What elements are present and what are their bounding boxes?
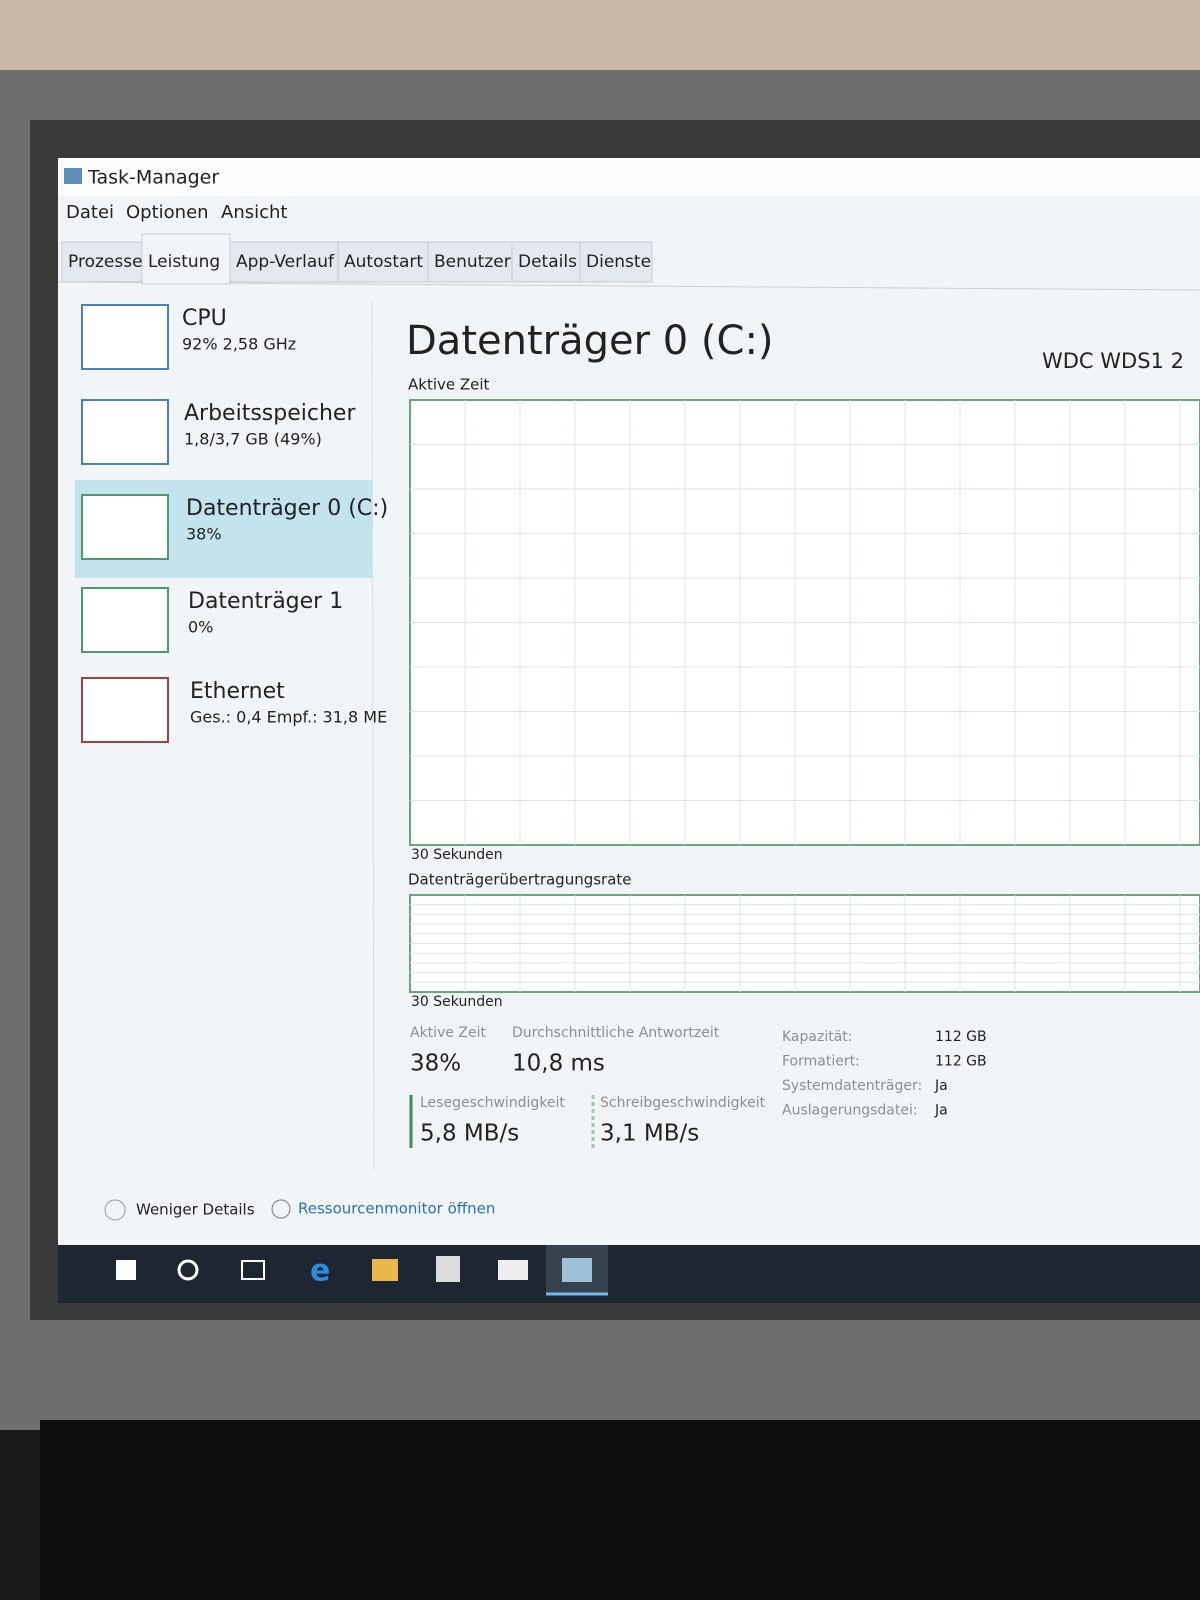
tab[interactable] bbox=[579, 241, 653, 283]
window-title: Task-Manager bbox=[87, 167, 219, 189]
tab-label[interactable]: Leistung bbox=[148, 252, 220, 272]
tab[interactable] bbox=[427, 241, 513, 283]
app-icon bbox=[64, 168, 82, 184]
device-detail[interactable]: 0% bbox=[188, 618, 213, 637]
device-name[interactable]: Arbeitsspeicher bbox=[184, 401, 356, 426]
stat-value: 10,8 ms bbox=[512, 1051, 605, 1077]
property-value: Ja bbox=[934, 1103, 948, 1119]
taskview-icon bbox=[241, 1260, 265, 1280]
tab-label[interactable]: Prozesse bbox=[68, 252, 143, 272]
time-label: 30 Sekunden bbox=[411, 847, 503, 863]
tab-label[interactable]: Benutzer bbox=[434, 252, 511, 272]
property-value: 112 GB bbox=[935, 1054, 987, 1070]
monitor-icon[interactable] bbox=[271, 1199, 291, 1219]
property-label: Auslagerungsdatei: bbox=[782, 1103, 918, 1119]
taskbar bbox=[58, 1245, 1200, 1303]
device-detail[interactable]: 38% bbox=[186, 525, 222, 544]
resource-monitor-link[interactable]: Ressourcenmonitor öffnen bbox=[298, 1200, 495, 1218]
thumbnail[interactable] bbox=[81, 587, 169, 653]
model: WDC WDS1 2 bbox=[1042, 349, 1184, 373]
device-name[interactable]: CPU bbox=[182, 306, 227, 331]
menu-item[interactable]: Datei bbox=[66, 202, 114, 223]
tab[interactable] bbox=[511, 241, 581, 283]
store-icon bbox=[436, 1256, 460, 1282]
mail-icon bbox=[498, 1260, 528, 1280]
menu-item[interactable]: Ansicht bbox=[221, 202, 287, 223]
property-value: 112 GB bbox=[935, 1029, 987, 1045]
main-title: Datenträger 0 (C:) bbox=[406, 318, 774, 364]
stat-label: Aktive Zeit bbox=[410, 1025, 487, 1041]
edge-icon: e bbox=[310, 1254, 330, 1289]
less-icon[interactable] bbox=[104, 1199, 126, 1221]
stat-value: 38% bbox=[410, 1051, 461, 1077]
taskmgr-icon bbox=[562, 1258, 592, 1282]
chart-label: Datenträgerübertragungsrate bbox=[408, 871, 632, 889]
property-label: Formatiert: bbox=[782, 1054, 860, 1070]
device-detail[interactable]: 92% 2,58 GHz bbox=[182, 335, 296, 354]
stat-value: 5,8 MB/s bbox=[420, 1121, 519, 1147]
tab-line bbox=[57, 281, 1200, 291]
menu-item[interactable]: Optionen bbox=[126, 202, 209, 223]
tab[interactable] bbox=[61, 241, 143, 283]
thumbnail[interactable] bbox=[81, 494, 169, 560]
tab-label[interactable]: Dienste bbox=[586, 252, 651, 272]
chart-label: Aktive Zeit bbox=[408, 376, 490, 394]
stat-label: Durchschnittliche Antwortzeit bbox=[512, 1025, 720, 1041]
stand-area bbox=[40, 1420, 1200, 1600]
start-icon bbox=[116, 1260, 136, 1280]
device-detail[interactable]: Ges.: 0,4 Empf.: 31,8 ME bbox=[190, 708, 387, 727]
device-name[interactable]: Datenträger 1 bbox=[188, 589, 343, 614]
tab-label[interactable]: Autostart bbox=[344, 252, 423, 272]
device-detail[interactable]: 1,8/3,7 GB (49%) bbox=[184, 430, 322, 449]
stat-value: 3,1 MB/s bbox=[600, 1121, 699, 1147]
stat-label: Schreibgeschwindigkeit bbox=[600, 1095, 766, 1111]
thumbnail[interactable] bbox=[81, 399, 169, 465]
device-name[interactable]: Datenträger 0 (C:) bbox=[186, 496, 388, 521]
device-name[interactable]: Ethernet bbox=[190, 679, 285, 704]
tab[interactable] bbox=[229, 241, 339, 283]
stat-label: Lesegeschwindigkeit bbox=[420, 1095, 565, 1111]
search-icon bbox=[177, 1259, 199, 1281]
tab[interactable] bbox=[337, 241, 429, 283]
title-bar bbox=[58, 158, 1200, 196]
explorer-icon bbox=[372, 1259, 398, 1281]
less-details[interactable]: Weniger Details bbox=[136, 1201, 255, 1219]
time-label: 30 Sekunden bbox=[411, 994, 503, 1010]
divider bbox=[371, 299, 375, 1171]
property-value: Ja bbox=[934, 1078, 948, 1094]
property-label: Kapazität: bbox=[782, 1029, 853, 1045]
thumbnail[interactable] bbox=[81, 304, 169, 370]
property-label: Systemdatenträger: bbox=[782, 1078, 922, 1094]
tab[interactable] bbox=[141, 233, 231, 285]
thumbnail[interactable] bbox=[81, 677, 169, 743]
tab-label[interactable]: Details bbox=[518, 252, 577, 272]
tab-label[interactable]: App-Verlauf bbox=[236, 252, 335, 272]
